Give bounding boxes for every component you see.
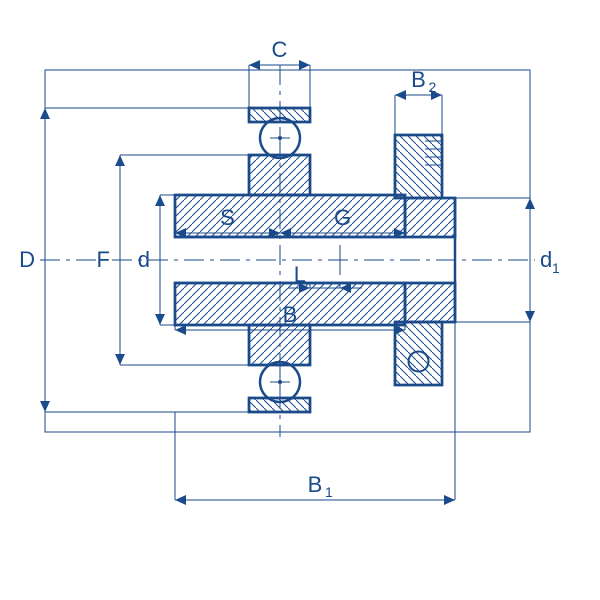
dim-label-F: F: [97, 247, 110, 272]
dim-label-d1: d: [540, 247, 552, 272]
svg-text:1: 1: [325, 484, 333, 500]
dim-label-B: B: [283, 302, 298, 327]
dim-label-S: S: [220, 205, 235, 230]
svg-text:2: 2: [429, 79, 437, 95]
dim-label-D: D: [19, 247, 35, 272]
dim-label-B2: B: [411, 67, 426, 92]
dim-label-C: C: [272, 37, 288, 62]
svg-text:B: B: [308, 472, 323, 497]
dim-label-G: G: [334, 205, 351, 230]
dim-label-d: d: [138, 247, 150, 272]
svg-text:1: 1: [552, 260, 560, 276]
